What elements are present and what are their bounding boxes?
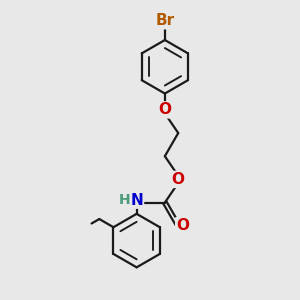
Text: Br: Br [155, 13, 174, 28]
Text: N: N [130, 193, 143, 208]
Text: O: O [172, 172, 185, 187]
Text: H: H [119, 193, 130, 207]
Text: O: O [158, 102, 171, 117]
Text: O: O [176, 218, 189, 233]
